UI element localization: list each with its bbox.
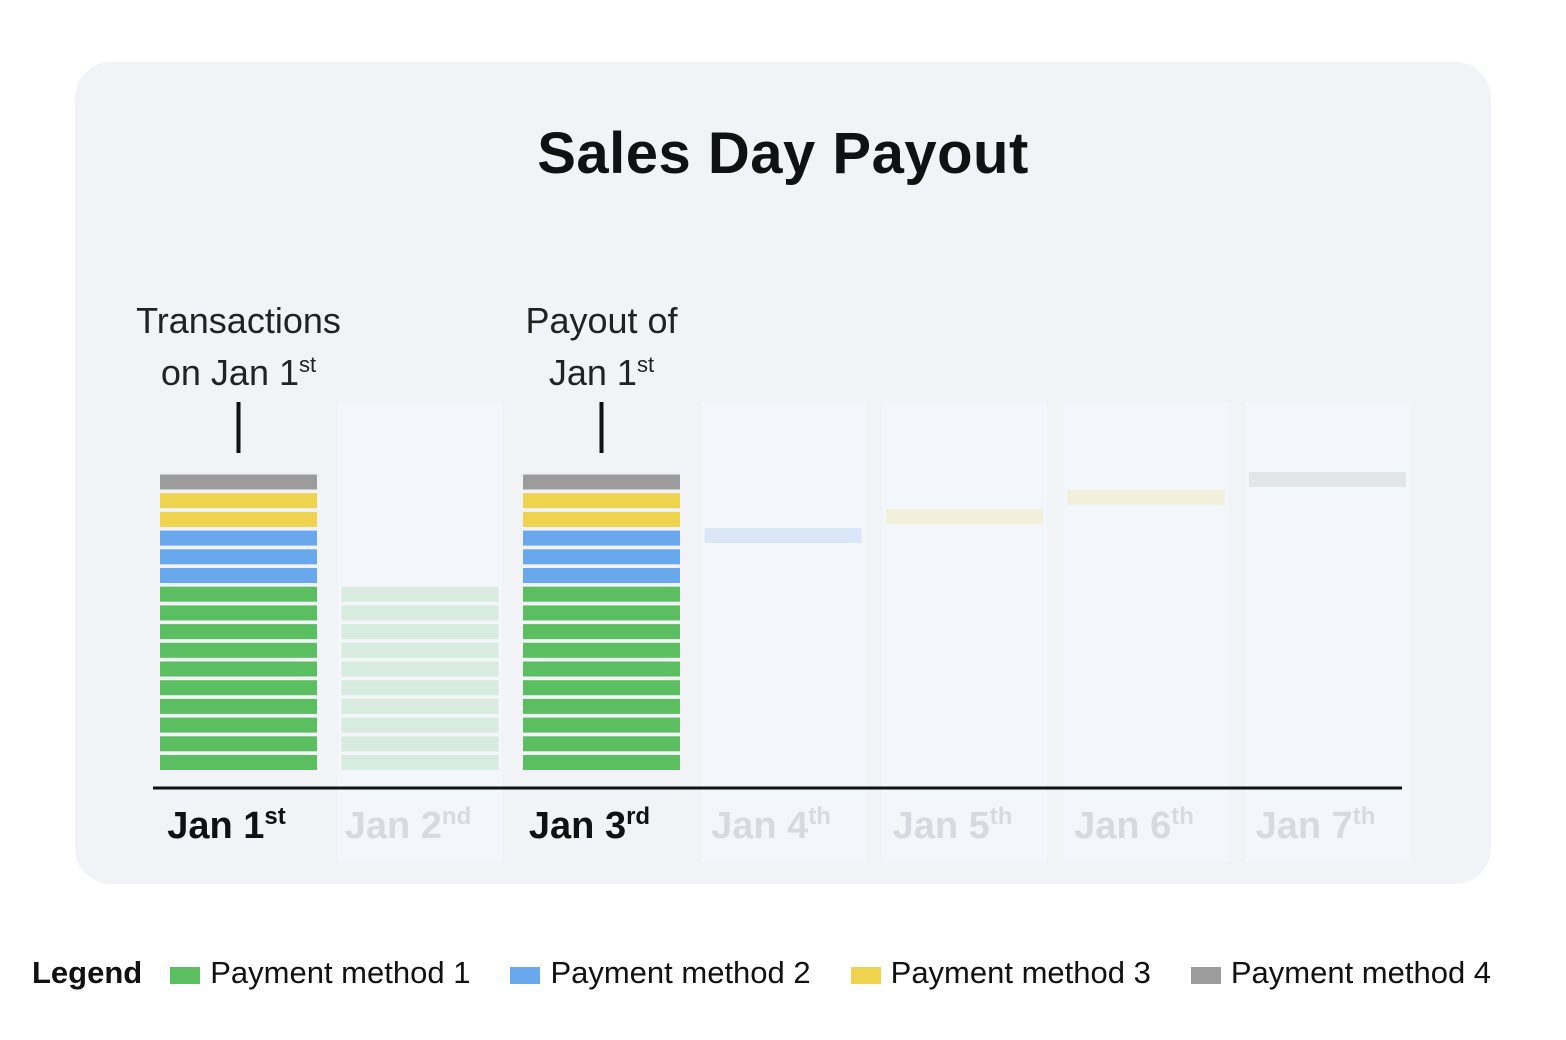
bar-segment-jan3-method1-10 xyxy=(523,586,680,602)
bar-segment-jan3-method4-1 xyxy=(523,474,680,490)
bar-segment-jan2-method1-6 xyxy=(341,661,499,677)
legend-swatch-payment-method-4 xyxy=(1190,966,1221,984)
bar-segment-jan3-method3-1 xyxy=(523,511,680,527)
bar-segment-jan3-method2-3 xyxy=(523,530,680,546)
legend-swatch-payment-method-1 xyxy=(170,966,201,984)
legend-item-payment-method-3: Payment method 3 xyxy=(850,955,1151,991)
bar-segment-jan2-method1-5 xyxy=(341,680,499,696)
bar-segment-jan2-method1-7 xyxy=(341,642,499,658)
legend-label-payment-method-1: Payment method 1 xyxy=(210,955,471,990)
legend-label-payment-method-4: Payment method 4 xyxy=(1230,955,1492,990)
legend-item-payment-method-1: Payment method 1 xyxy=(170,955,470,991)
annotation-1-line-1: Transactions xyxy=(136,300,341,341)
bar-segment-jan2-method1-9 xyxy=(341,605,499,621)
bar-segment-jan4-method2-1 xyxy=(704,528,862,543)
bar-segment-jan1-method1-6 xyxy=(160,661,317,677)
column-background-2 xyxy=(337,402,503,862)
legend-item-payment-method-2: Payment method 2 xyxy=(510,955,811,991)
bar-segment-jan3-method1-1 xyxy=(523,755,680,770)
bar-segment-jan2-method1-2 xyxy=(341,736,499,752)
bar-segment-jan1-method1-2 xyxy=(160,736,317,752)
bar-segment-jan2-method1-8 xyxy=(341,624,499,640)
bar-segment-jan3-method1-3 xyxy=(523,717,680,733)
legend: Legend Payment method 1 Payment method 2… xyxy=(32,950,1491,996)
annotation-1-line-2: on Jan 1st xyxy=(161,352,316,393)
x-tick-label-jan-1: Jan 1st xyxy=(167,803,286,847)
column-background-6 xyxy=(1063,402,1229,862)
bar-segment-jan3-method1-8 xyxy=(523,624,680,640)
bar-segment-jan1-method1-9 xyxy=(160,605,317,621)
bar-segment-jan1-method2-3 xyxy=(160,530,317,546)
x-tick-label-jan-7: Jan 7th xyxy=(1256,803,1376,847)
column-background-7 xyxy=(1245,402,1410,862)
bar-segment-jan1-method1-3 xyxy=(160,717,317,733)
bar-segment-jan1-method1-5 xyxy=(160,680,317,696)
x-tick-label-jan-6: Jan 6th xyxy=(1074,803,1194,847)
annotation-2-line-2: Jan 1st xyxy=(549,352,654,393)
legend-swatch-payment-method-2 xyxy=(510,966,541,984)
bar-segment-jan2-method1-4 xyxy=(341,698,499,714)
legend-item-payment-method-4: Payment method 4 xyxy=(1190,955,1492,991)
bar-segment-jan1-method3-2 xyxy=(160,493,317,509)
legend-label-payment-method-3: Payment method 3 xyxy=(890,955,1151,990)
bar-segment-jan3-method2-2 xyxy=(523,549,680,565)
bar-segment-jan3-method1-6 xyxy=(523,661,680,677)
bar-segment-jan1-method1-7 xyxy=(160,642,317,658)
bar-segment-jan3-method1-5 xyxy=(523,680,680,696)
x-tick-label-jan-3: Jan 3rd xyxy=(529,803,650,847)
bar-segment-jan1-method2-1 xyxy=(160,568,317,583)
bar-segment-jan2-method1-10 xyxy=(341,586,499,602)
bar-segment-jan1-method1-4 xyxy=(160,698,317,714)
bar-segment-jan1-method1-10 xyxy=(160,586,317,602)
bar-segment-jan1-method4-1 xyxy=(160,474,317,490)
bar-segment-jan1-method1-1 xyxy=(160,755,317,770)
x-tick-label-jan-4: Jan 4th xyxy=(711,803,831,847)
bar-segment-jan2-method1-3 xyxy=(341,717,499,733)
bar-segment-jan1-method2-2 xyxy=(160,549,317,565)
bar-segment-jan3-method3-2 xyxy=(523,493,680,509)
annotation-2-line-1: Payout of xyxy=(525,300,678,341)
x-tick-label-jan-5: Jan 5th xyxy=(893,803,1013,847)
bar-segment-jan1-method3-1 xyxy=(160,511,317,527)
legend-title: Legend xyxy=(32,955,143,990)
chart-svg: Jan 1st Jan 2nd Jan 3rd Jan 4th Jan 5th Jan 6… xyxy=(136,300,1410,862)
legend-swatch-payment-method-3 xyxy=(850,966,881,984)
bar-segment-jan5-method3-1 xyxy=(886,509,1043,524)
bar-segment-jan1-method1-8 xyxy=(160,624,317,640)
bar-segment-jan3-method1-4 xyxy=(523,698,680,714)
bar-segment-jan6-method3-1 xyxy=(1067,490,1225,505)
bar-segment-jan3-method1-7 xyxy=(523,642,680,658)
bar-segment-jan3-method1-9 xyxy=(523,605,680,621)
chart-title: Sales Day Payout xyxy=(537,121,1029,186)
column-background-5 xyxy=(882,402,1047,862)
x-tick-label-jan-2: Jan 2nd xyxy=(345,803,472,847)
bar-segment-jan7-method4-1 xyxy=(1249,472,1406,487)
bar-segment-jan2-method1-1 xyxy=(341,755,499,770)
legend-label-payment-method-2: Payment method 2 xyxy=(550,955,811,990)
bar-segment-jan3-method1-2 xyxy=(523,736,680,752)
column-background-4 xyxy=(700,402,866,862)
bar-segment-jan3-method2-1 xyxy=(523,568,680,583)
